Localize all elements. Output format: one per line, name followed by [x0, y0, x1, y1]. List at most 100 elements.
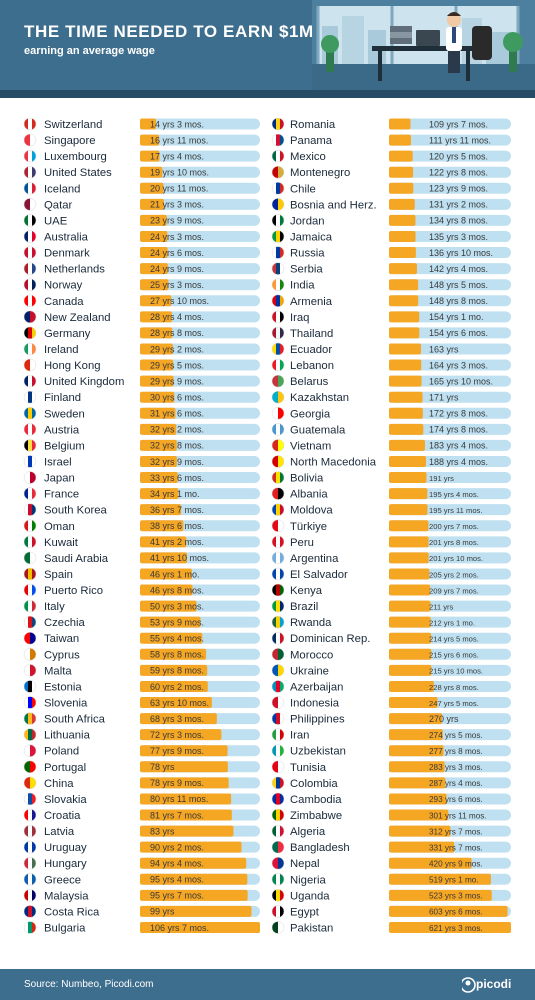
value-label: 171 yrs	[429, 392, 459, 402]
bar-row: Estonia 60 yrs 2 mos.	[23, 680, 260, 693]
value-label: 95 yrs 4 mos.	[150, 875, 204, 885]
country-label: Indonesia	[290, 698, 340, 710]
value-label: 58 yrs 8 mos.	[150, 650, 204, 660]
bar-row: Belarus 165 yrs 10 mos.	[271, 374, 511, 388]
country-label: Iceland	[44, 183, 80, 195]
bar-row: Norway 25 yrs 3 mos.	[23, 278, 260, 292]
bar-track	[389, 327, 511, 339]
country-label: Spain	[44, 569, 73, 581]
bar-row: Australia 24 yrs 3 mos.	[23, 230, 260, 243]
bar	[389, 697, 438, 709]
value-label: 53 yrs 9 mos.	[150, 617, 204, 627]
bar-row: Qatar 21 yrs 3 mos.	[23, 198, 260, 211]
country-label: Slovenia	[44, 698, 88, 710]
country-label: Qatar	[44, 199, 72, 211]
bar-row: Netherlands 24 yrs 9 mos.	[23, 262, 260, 276]
bar	[389, 182, 414, 194]
country-label: Rwanda	[290, 617, 332, 629]
flag-icon	[272, 182, 284, 195]
bar	[389, 214, 416, 226]
bar-row: Malaysia 95 yrs 7 mos.	[23, 889, 260, 902]
flag-icon	[272, 873, 284, 886]
bar	[140, 134, 160, 146]
value-label: 603 yrs 6 mos.	[429, 908, 483, 917]
bar-row: Taiwan 55 yrs 4 mos.	[23, 631, 260, 645]
flag-icon	[24, 744, 36, 757]
value-label: 28 yrs 8 mos.	[150, 328, 204, 338]
country-label: Colombia	[290, 778, 338, 790]
flag-icon	[272, 600, 284, 613]
country-label: Finland	[44, 392, 81, 404]
bar-row: Argentina 201 yrs 10 mos.	[271, 551, 511, 565]
bar	[140, 214, 167, 226]
bar	[389, 311, 420, 323]
country-label: France	[44, 489, 79, 501]
bar	[389, 873, 491, 885]
country-label: United Kingdom	[44, 376, 124, 388]
flag-icon	[24, 391, 36, 404]
bar-row: Slovenia 63 yrs 10 mos.	[23, 696, 260, 710]
bar-row: Nigeria 519 yrs 1 mo.	[271, 873, 511, 886]
bar-row: Iran 274 yrs 5 mos.	[271, 728, 511, 742]
bar-row: Malta 59 yrs 8 mos.	[23, 664, 260, 677]
value-label: 120 yrs 5 mos.	[429, 151, 488, 161]
flag-icon	[272, 825, 284, 838]
flag-icon	[24, 551, 36, 564]
value-label: 21 yrs 3 mos.	[150, 200, 204, 210]
country-label: Moldova	[290, 505, 333, 517]
country-label: Albania	[290, 489, 328, 501]
country-label: India	[290, 280, 315, 292]
flag-icon	[272, 262, 284, 275]
bar	[389, 568, 430, 580]
value-label: 72 yrs 3 mos.	[150, 730, 204, 740]
bar-row: Slovakia 80 yrs 11 mos.	[23, 792, 260, 806]
bar	[140, 295, 172, 307]
bar-row: Latvia 83 yrs	[23, 824, 260, 838]
bar	[140, 552, 188, 564]
country-label: Croatia	[44, 810, 81, 822]
bar	[389, 439, 426, 451]
bar-row: Switzerland 14 yrs 3 mos.	[23, 118, 260, 131]
bar	[389, 713, 443, 725]
country-label: Japan	[44, 473, 75, 485]
flag-icon	[24, 921, 36, 934]
country-label: Israel	[44, 456, 72, 468]
bar	[140, 857, 247, 869]
value-label: 41 yrs 2 mos.	[150, 537, 204, 547]
bar-row: Ireland 29 yrs 2 mos.	[23, 342, 260, 356]
flag-icon	[24, 423, 36, 436]
value-label: 123 yrs 9 mos.	[429, 184, 488, 194]
value-label: 106 yrs 7 mos.	[150, 923, 209, 933]
country-label: Jamaica	[290, 231, 333, 243]
value-label: 78 yrs 9 mos.	[150, 778, 204, 788]
bar-row: Armenia 148 yrs 8 mos.	[271, 294, 511, 308]
flag-icon	[24, 841, 36, 854]
bar-track	[389, 247, 511, 259]
flag-icon	[272, 792, 284, 805]
flag-icon	[24, 278, 36, 291]
bar	[140, 375, 174, 387]
country-label: Kuwait	[44, 537, 79, 549]
bar	[389, 729, 443, 741]
bar-chart: Switzerland 14 yrs 3 mos. Singapore 16 yrs …	[23, 118, 511, 935]
bar	[389, 407, 423, 419]
bar	[140, 423, 177, 435]
flag-icon	[272, 616, 284, 629]
bar-row: India 148 yrs 5 mos.	[271, 278, 511, 292]
bar-row: Bosnia and Herz. 131 yrs 2 mos.	[271, 198, 511, 211]
bar-track	[140, 166, 260, 178]
country-label: Uzbekistan	[290, 746, 346, 758]
bar-track	[389, 311, 511, 323]
flag-icon	[272, 294, 284, 307]
bar-track	[389, 134, 511, 146]
flag-icon	[272, 519, 284, 532]
value-label: 148 yrs 5 mos.	[429, 280, 488, 290]
country-label: Bangladesh	[290, 842, 350, 854]
value-label: 78 yrs	[150, 762, 175, 772]
bar-row: Nepal 420 yrs 9 mos.	[271, 856, 511, 870]
bar	[389, 455, 426, 467]
bar-row: Thailand 154 yrs 6 mos.	[271, 326, 511, 340]
country-label: Nigeria	[290, 874, 327, 886]
value-label: 59 yrs 8 mos.	[150, 666, 204, 676]
bar-row: Azerbaijan 228 yrs 8 mos.	[271, 680, 511, 693]
